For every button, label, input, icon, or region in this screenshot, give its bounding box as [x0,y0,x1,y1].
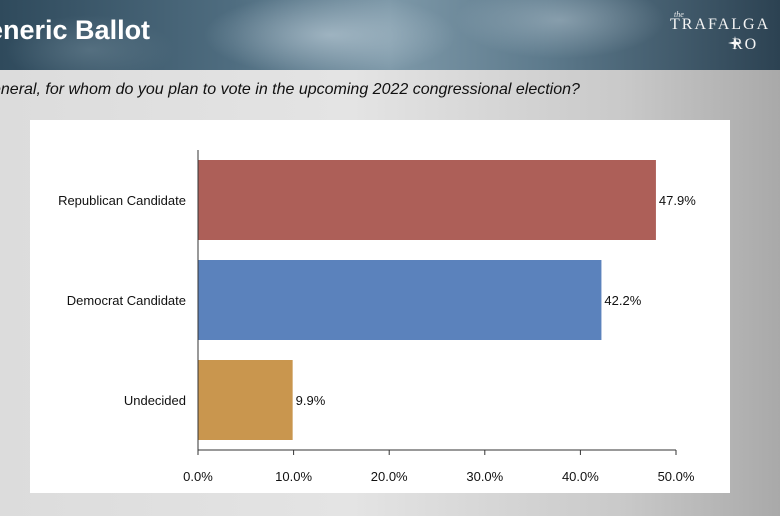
data-label: 47.9% [659,193,696,208]
x-tick-label: 40.0% [562,469,599,484]
logo-small-text: the [674,10,684,19]
header-banner: eneric Ballot the TRAFALGA RO [0,0,780,70]
page-title: eneric Ballot [0,15,151,45]
category-label: Republican Candidate [58,193,186,208]
category-label: Undecided [124,393,186,408]
data-label: 42.2% [604,293,641,308]
company-logo: the TRAFALGA RO [670,6,780,62]
chart-card: 47.9% Republican Candidate 42.2% Democrat C… [30,120,730,493]
logo-text-line1: TRAFALGA [670,16,770,34]
x-tick-label: 20.0% [371,469,408,484]
x-tick-label: 0.0% [183,469,213,484]
bar [198,160,656,240]
category-label: Democrat Candidate [67,293,186,308]
logo-text-line1-start: TRAFAL [670,16,744,33]
bar [198,260,602,340]
bar [198,360,293,440]
x-tick-label: 10.0% [275,469,312,484]
logo-text-line2: RO [726,36,758,54]
x-tick-label: 50.0% [658,469,695,484]
survey-question: eneral, for whom do you plan to vote in … [0,81,580,98]
logo-text-line2-value: RO [732,36,759,53]
x-tick-label: 30.0% [466,469,503,484]
logo-text-line1-end: GA [743,16,771,33]
compass-star-icon [728,36,742,50]
data-label: 9.9% [296,393,326,408]
bar-chart: 47.9% Republican Candidate 42.2% Democrat C… [58,150,696,484]
